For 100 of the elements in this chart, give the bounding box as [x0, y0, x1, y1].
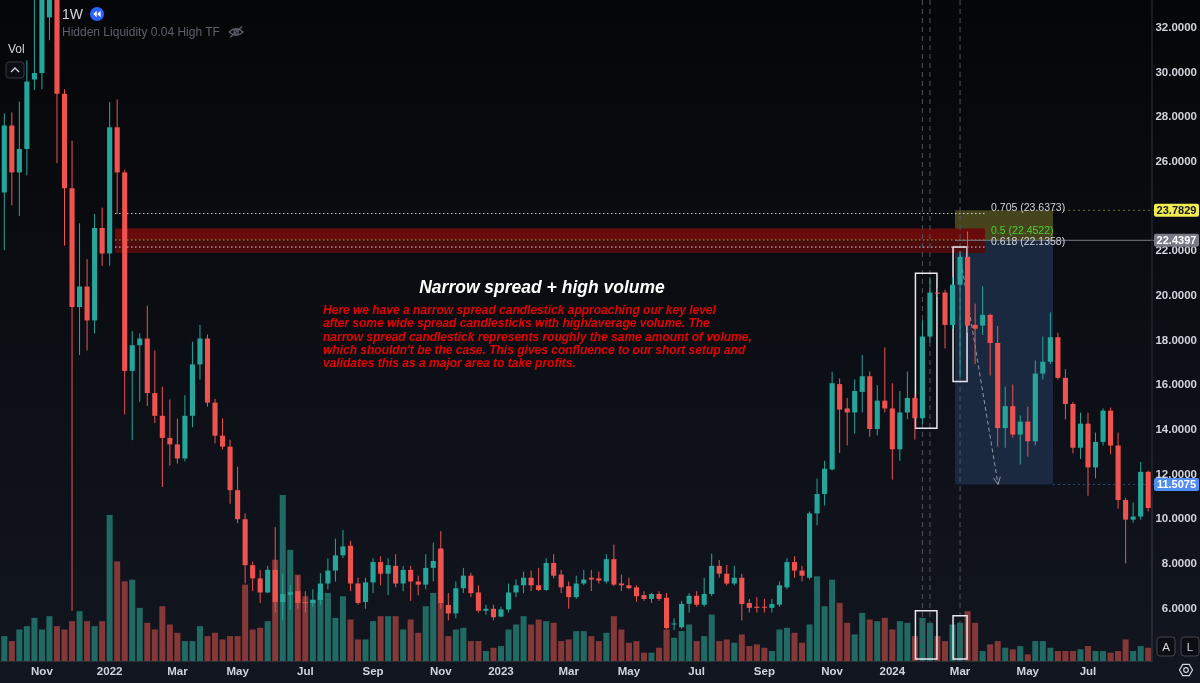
x-tick-label: Mar — [949, 665, 971, 677]
x-tick-label: Jul — [297, 665, 314, 677]
bar — [565, 639, 572, 661]
bar — [144, 622, 151, 661]
bar — [693, 641, 700, 661]
bar — [490, 647, 497, 661]
y-tick-label: 20.0000 — [1155, 288, 1197, 301]
bar — [497, 646, 504, 661]
candlestick — [641, 590, 647, 602]
y-tick-label: 32.0000 — [1155, 20, 1197, 33]
x-tick-label: May — [617, 665, 641, 677]
bar — [994, 641, 1001, 661]
bar — [1002, 647, 1009, 661]
candlestick — [799, 565, 805, 582]
bar — [648, 652, 655, 661]
candlestick — [852, 378, 858, 435]
x-tick-label: 2022 — [96, 665, 123, 677]
x-tick-label: May — [1016, 665, 1040, 677]
bar — [671, 637, 678, 661]
y-tick-label: 16.0000 — [1155, 378, 1197, 391]
candlestick — [445, 592, 451, 621]
candlestick — [159, 386, 165, 488]
candlestick — [521, 571, 527, 594]
candlestick — [1002, 386, 1008, 449]
y-tick-label: 26.0000 — [1155, 154, 1197, 167]
bar — [392, 616, 399, 661]
candlestick — [1040, 336, 1046, 381]
bar — [482, 651, 489, 661]
candlestick — [761, 598, 767, 614]
bar — [783, 627, 790, 661]
candlestick — [257, 569, 263, 604]
bar — [1145, 647, 1152, 661]
candlestick — [731, 565, 737, 586]
candlestick — [1123, 497, 1129, 564]
y-tick-label: 28.0000 — [1155, 110, 1197, 123]
bar — [16, 629, 23, 661]
candlestick — [626, 577, 632, 590]
scale-button: A — [1156, 636, 1176, 657]
bar — [99, 621, 106, 661]
candlestick — [378, 555, 384, 586]
bar — [708, 614, 715, 661]
candlestick — [1017, 414, 1023, 465]
candlestick — [46, 0, 53, 41]
bar — [377, 616, 384, 661]
bar — [1084, 646, 1091, 661]
y-tick-label: 10.0000 — [1155, 512, 1197, 525]
bar — [385, 616, 392, 661]
bar — [106, 514, 113, 661]
ref-line-label: 22.4397 — [1156, 234, 1197, 247]
candlestick — [280, 573, 286, 621]
candlestick — [536, 567, 542, 592]
candlestick — [460, 567, 466, 594]
bar — [656, 647, 663, 661]
candlestick — [566, 581, 572, 610]
bar — [588, 636, 595, 661]
candlestick — [844, 397, 850, 447]
bar — [942, 641, 949, 661]
y-tick-label: 6.0000 — [1161, 601, 1197, 614]
candlestick — [355, 577, 361, 606]
candlestick — [904, 371, 910, 420]
bar — [347, 619, 354, 661]
bar — [1024, 654, 1031, 661]
x-tick-label: Nov — [429, 665, 453, 677]
bar — [723, 639, 730, 661]
candlestick — [31, 0, 37, 91]
candlestick — [769, 598, 775, 614]
x-tick-label: 2023 — [488, 665, 514, 677]
bar — [528, 624, 535, 661]
bar — [543, 621, 550, 661]
candlestick — [972, 303, 978, 365]
bar — [731, 642, 738, 661]
bar — [1032, 641, 1039, 661]
ref-line-label: 0.5 (22.4522) — [991, 223, 1054, 236]
candlestick — [310, 588, 316, 608]
candlestick — [325, 557, 331, 590]
bar — [129, 579, 136, 661]
x-tick-label: Jul — [688, 665, 705, 677]
y-tick-label: 22.0000 — [1155, 244, 1197, 257]
y-tick-label: 8.0000 — [1161, 556, 1197, 569]
candlestick — [415, 575, 421, 596]
band-label: 11.5075 — [1156, 478, 1197, 491]
scale-button: L — [1180, 636, 1200, 657]
candlestick — [814, 478, 820, 526]
x-tick-label: 2024 — [879, 665, 906, 677]
candlestick — [791, 555, 798, 579]
candlestick — [340, 529, 346, 559]
bar — [114, 561, 121, 661]
bar — [1017, 646, 1024, 661]
bar — [121, 581, 128, 661]
bar — [520, 616, 527, 661]
candlestick — [671, 617, 677, 631]
bar — [264, 621, 271, 661]
bar — [8, 641, 15, 661]
candlestick — [483, 604, 489, 616]
bar — [196, 626, 203, 661]
candlestick — [603, 553, 609, 585]
candlestick — [528, 570, 534, 592]
bar — [136, 607, 143, 661]
candlestick — [167, 399, 173, 467]
candlestick — [573, 575, 579, 600]
